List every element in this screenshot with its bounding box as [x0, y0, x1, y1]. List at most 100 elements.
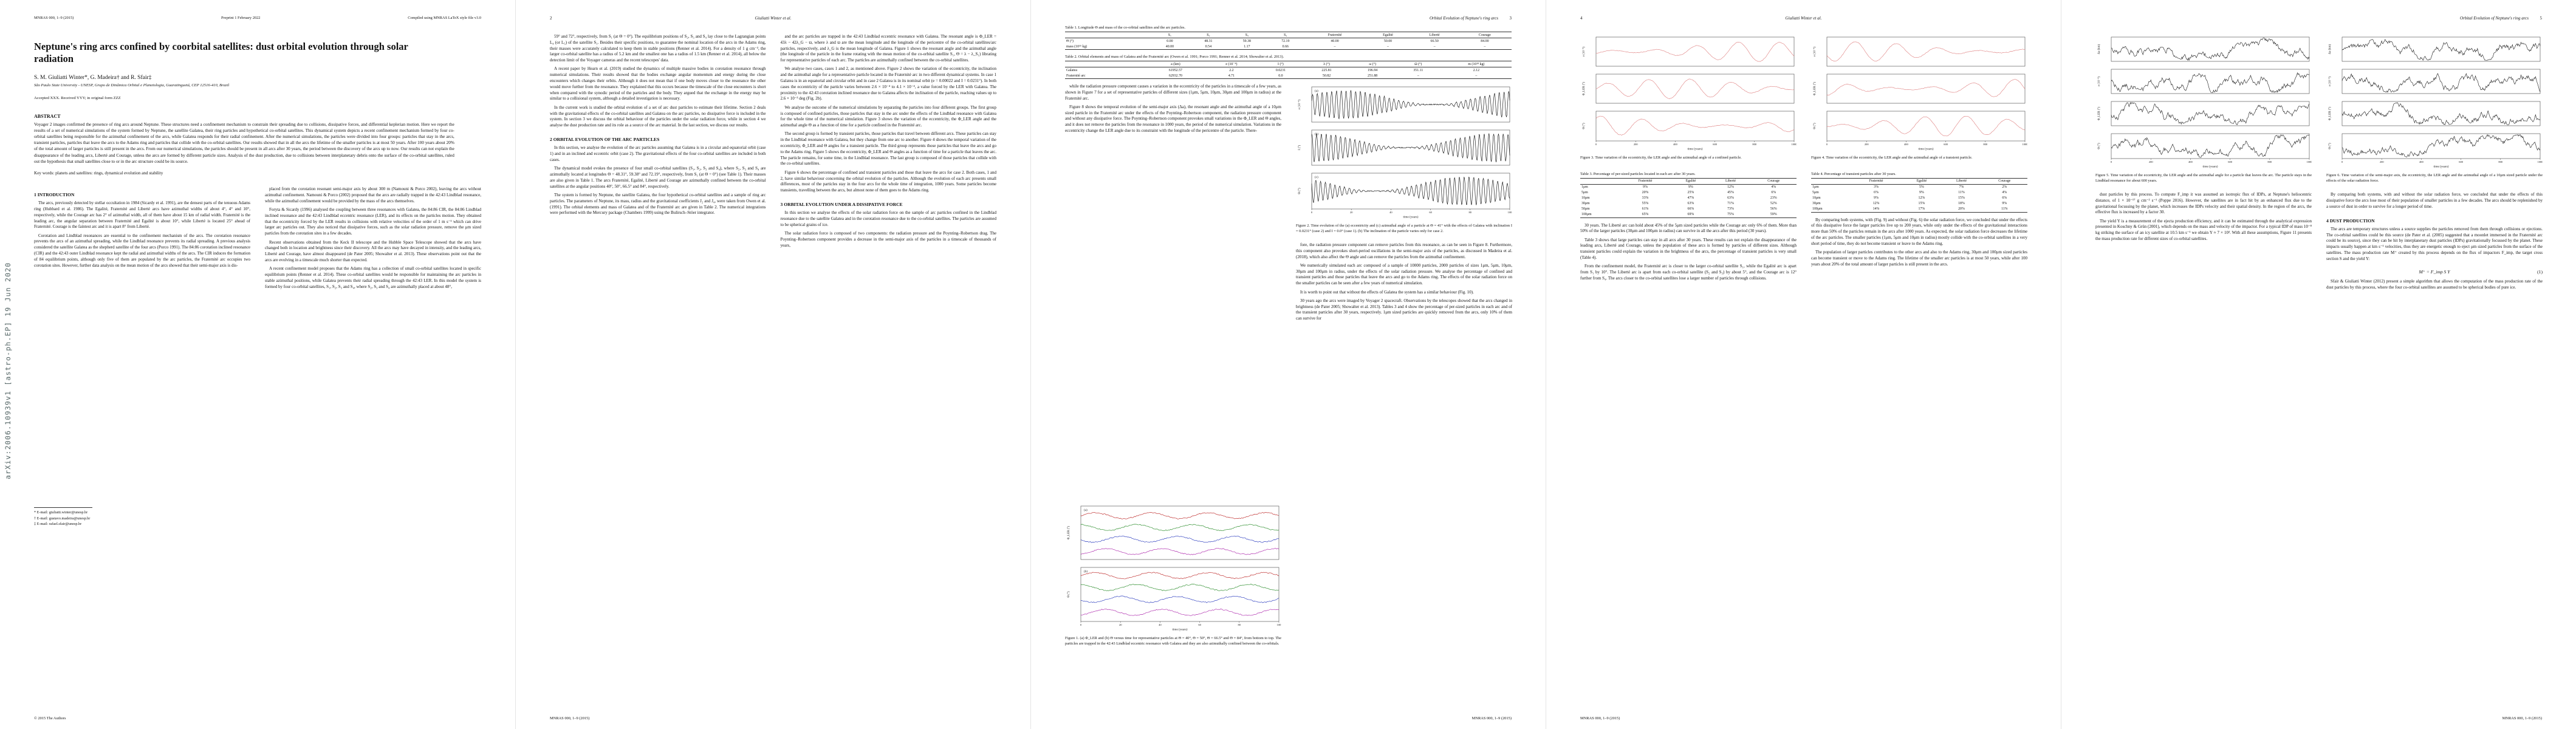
paragraph: The population of larger particles contr…	[1811, 249, 2027, 267]
svg-text:time (years): time (years)	[1688, 147, 1703, 151]
equation-1: M⁺ = F_imp S Y (1)	[2326, 269, 2543, 275]
table-cell: 50μm	[1581, 207, 1590, 211]
table-header-cell: Ω (°)	[1395, 61, 1441, 67]
table-row: Θ (°) 0.00 48.31 59.38 72.19 40.00 50.00 66.50 8…	[1065, 38, 1512, 44]
table-header-cell: Fraternité	[1304, 32, 1365, 38]
page-footer: MNRAS 000, 1–9 (2015)	[1580, 716, 1620, 720]
svg-text:1000: 1000	[1792, 143, 1797, 146]
svg-text:Φ_LER (°): Φ_LER (°)	[1814, 82, 1817, 96]
paragraph: Figure 8 shows the temporal evolution of…	[1065, 104, 1281, 134]
svg-text:(c): (c)	[1315, 175, 1318, 179]
table-header-cell: Liberté	[1411, 32, 1458, 38]
table-cell: 63%	[1727, 196, 1734, 200]
table-cell: 66.50	[1430, 39, 1439, 43]
plot-panel: Θ (°) 0 20 40 60 80 100 time (years) (b)	[1067, 567, 1281, 632]
page-number: 4	[1580, 16, 1583, 21]
table-header-cell	[1580, 177, 1620, 185]
svg-text:Φ_LER (°): Φ_LER (°)	[1067, 526, 1070, 540]
table-cell: 196.94	[1368, 68, 1378, 72]
plot-panel: Φ_LER (°)	[1583, 74, 1795, 104]
table-cell: 69%	[1671, 211, 1711, 218]
paragraph: In this section we analyse the effects o…	[780, 210, 997, 228]
figure-4: e (10⁻⁴) Φ_LER (°) Θ (°) 0 200 400 600 800 1000 t…	[1811, 35, 2028, 166]
table-cell: Galatea	[1066, 68, 1077, 72]
table-row: 30μm 55% 63% 71% 52%	[1580, 201, 1797, 207]
svg-text:800: 800	[2267, 160, 2272, 163]
figure-5-plot: Δa (km) e (10⁻⁴) Φ_LER (°) Θ (°) 0 200 400 600 8…	[2095, 35, 2312, 171]
svg-text:1000: 1000	[2023, 143, 2028, 146]
table-header-cell: Fraternité	[1619, 177, 1671, 185]
table-cell: 73%	[1727, 207, 1734, 211]
table-title: Table 2. Orbital elements and mass of Ga…	[1065, 55, 1284, 59]
paragraph: We analyse the outcome of the numerical …	[780, 104, 997, 128]
paragraph: The solar radiation force is composed of…	[780, 231, 997, 248]
table-header-cell: S₃	[1227, 32, 1267, 38]
svg-text:Θ (°): Θ (°)	[2098, 143, 2101, 149]
table-cell: 9%	[1919, 191, 1924, 194]
svg-text:400: 400	[2419, 160, 2424, 163]
figure-2-plot: e (10⁻⁴) (a) I (°) (b) Θ (°) 0 20 40 60 80 100 time…	[1296, 85, 1512, 222]
footnote-email: ‡ E-mail: rafael.sfair@unesp.br	[34, 521, 82, 526]
paragraph: The arcs, previously detected by stellar…	[34, 200, 250, 230]
journal-ref: MNRAS 000, 1–9 (2015)	[34, 16, 74, 20]
table-header-cell	[1065, 32, 1151, 38]
table-cell: 100μm	[1580, 211, 1620, 218]
paragraph: Sfair & Giuliatti Winter (2012) present …	[2326, 279, 2543, 290]
table-cell: 55%	[1642, 202, 1649, 205]
column-right: e (10⁻⁴) (a) I (°) (b) Θ (°) 0 20 40 60 80 100 time…	[1296, 84, 1512, 655]
svg-text:600: 600	[2459, 160, 2464, 163]
table-cell: 33%	[1642, 196, 1649, 200]
column-right: and the arc particles are trapped in the…	[781, 34, 997, 686]
abstract-text: Voyager 2 images confirmed the presence …	[34, 122, 454, 164]
table-cell: 30μm	[1581, 202, 1590, 205]
table-cell: –	[1458, 44, 1512, 50]
section-heading: 3 ORBITAL EVOLUTION UNDER A DISSIPATIVE …	[780, 202, 903, 208]
page-number: 3	[1509, 16, 1512, 21]
table-cell: 11%	[1958, 191, 1965, 194]
column-right: e (10⁻⁴) Φ_LER (°) Θ (°) 0 200 400 600 800 1000 t…	[1811, 34, 2028, 686]
running-title: Giuliatti Winter et al.	[755, 16, 792, 21]
table-cell: 14%	[1850, 206, 1902, 213]
table-cell: 72.19	[1281, 39, 1290, 43]
svg-text:0: 0	[1595, 143, 1597, 146]
column-text: while the radiation pressure component c…	[1065, 84, 1281, 137]
table-cell: 50.00	[1383, 39, 1392, 43]
column-text: In this section we analyse the effects o…	[781, 210, 997, 252]
table-cell: 59.38	[1242, 39, 1251, 43]
plot-panel: Φ_LER (°)	[2329, 101, 2541, 126]
table-cell: 10μm	[1581, 196, 1590, 200]
paragraph: By comparing both systems, with and with…	[2326, 192, 2543, 209]
svg-text:(b): (b)	[1315, 132, 1318, 136]
svg-text:I (°): I (°)	[1298, 145, 1301, 151]
column-left: while the radiation pressure component c…	[1065, 84, 1281, 655]
keywords-line: Key words: planets and satellites: rings…	[34, 171, 163, 176]
column-text: and the arc particles are trapped in the…	[781, 34, 997, 196]
page-2: 2 Giuliatti Winter et al. 59° and 72°, r…	[515, 0, 1030, 729]
svg-text:80: 80	[1469, 211, 1472, 214]
compiled-note: Compiled using MNRAS LaTeX style file v3…	[408, 16, 481, 20]
table-header-row: S₁ S₂ S₃ S₄ Fraternité Egalité Liberté Courage	[1065, 32, 1512, 38]
plot-panel: Θ (°) 0 200 400 600 800 1000 time (years)	[1814, 111, 2028, 151]
svg-text:time (years): time (years)	[1919, 147, 1934, 151]
page-5: Orbital Evolution of Neptune's ring arcs…	[2061, 0, 2576, 729]
table-header-cell: m (10¹⁸ kg)	[1440, 61, 1512, 67]
table-cell: 4%	[1771, 185, 1776, 189]
table-cell: 1μm	[1812, 185, 1819, 189]
svg-text:Θ (°): Θ (°)	[2329, 143, 2332, 149]
table-cell: 0.0	[1258, 73, 1304, 79]
table-header-cell: Courage	[1750, 177, 1797, 185]
table-row: 50μm 61% 66% 73% 56%	[1580, 207, 1797, 212]
table-cell: 23%	[1770, 196, 1777, 200]
plot-panel: e (10⁻⁴)	[2328, 69, 2541, 94]
table-title: Table 3. Percentage of per-sized particl…	[1580, 171, 1696, 176]
paragraph: Figure 6 shows the percentage of confine…	[780, 169, 997, 193]
paragraph: placed from the corotation resonant semi…	[265, 187, 481, 204]
column-left: e (10⁻⁴) Φ_LER (°) Θ (°) 0 200 400 600 800 1000 t…	[1580, 34, 1797, 686]
paragraph: Foryta & Sicardy (1996) analysed the cou…	[265, 207, 481, 236]
plot-panel: e (10⁻⁴) (a)	[1298, 86, 1510, 123]
svg-text:80: 80	[1238, 623, 1241, 626]
table-cell: 12%	[1872, 202, 1880, 205]
column-left: Δa (km) e (10⁻⁴) Φ_LER (°) Θ (°) 0 200 400 600 8…	[2095, 34, 2312, 686]
authors-line: S. M. Giuliatti Winter*, G. Madeira† and…	[34, 74, 152, 81]
column-text: The arcs are temporary structures unless…	[2326, 227, 2543, 265]
